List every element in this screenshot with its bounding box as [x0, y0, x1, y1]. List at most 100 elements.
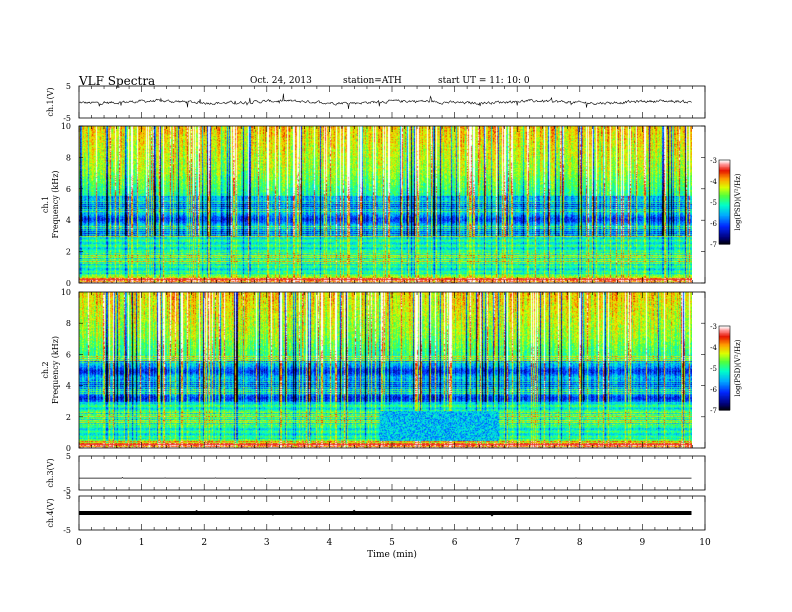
colorbar-tick-label: -3 [710, 323, 717, 331]
y-tick-label: 10 [61, 288, 71, 297]
colorbar-cell [719, 186, 730, 189]
colorbar-cell [719, 232, 730, 235]
x-tick-label: 0 [76, 538, 82, 548]
colorbar-cell [719, 368, 730, 370]
colorbar-tick-label: -6 [710, 386, 717, 394]
colorbar-cell [719, 192, 730, 195]
colorbar-cell [719, 376, 730, 379]
colorbar-cell [719, 199, 730, 202]
x-axis-label: Time (min) [367, 549, 417, 560]
colorbar-cell [719, 384, 730, 387]
colorbar-cell [719, 211, 730, 214]
colorbar-cell [719, 389, 730, 391]
ch3-waveform-ylabel: ch.3(V) [46, 458, 55, 487]
colorbar-cell [719, 214, 730, 217]
colorbar-cell [719, 224, 730, 227]
colorbar-cell [719, 196, 730, 199]
colorbar-cell [719, 234, 730, 237]
x-tick-label: 8 [577, 538, 583, 548]
colorbar-cell [719, 365, 730, 368]
x-tick-label: 7 [514, 538, 520, 548]
colorbar-cell [719, 337, 730, 340]
colorbar-cell [719, 217, 730, 220]
colorbar-cell [719, 206, 730, 209]
colorbar-cell [719, 171, 730, 174]
colorbar-cell [719, 377, 730, 380]
ch2-frequency-ylabel: Frequency (kHz) [51, 336, 60, 404]
colorbar-cell [719, 210, 730, 213]
colorbar-cell [719, 167, 730, 169]
colorbar-cell [719, 239, 730, 242]
colorbar-cell [719, 183, 730, 186]
colorbar-tick-label: -3 [710, 157, 717, 165]
y-tick-label: 5 [66, 492, 71, 501]
y-tick-label: 6 [66, 185, 71, 194]
colorbar-cell [719, 242, 730, 245]
colorbar-cell [719, 164, 730, 167]
colorbar-cell [719, 237, 730, 239]
colorbar-tick-label: -5 [710, 199, 717, 207]
y-tick-label: -5 [63, 526, 71, 535]
colorbar-cell [719, 228, 730, 231]
y-tick-label: 4 [66, 382, 71, 391]
colorbar-cell [719, 331, 730, 334]
colorbar-cell [719, 408, 730, 411]
colorbar-cell [719, 349, 730, 352]
colorbar-cell [719, 185, 730, 188]
y-tick-label: -5 [63, 114, 71, 123]
colorbar-tick-label: -7 [710, 241, 717, 249]
colorbar-cell [719, 361, 730, 363]
ch4-waveform-ylabel: ch.4(V) [46, 498, 55, 527]
figure-title: VLF Spectra [79, 74, 156, 88]
y-tick-label: 0 [66, 279, 71, 288]
ch2-colorbar-frame [718, 325, 731, 411]
colorbar-cell [719, 334, 730, 337]
colorbar-cell [719, 380, 730, 383]
colorbar-cell [719, 358, 730, 361]
colorbar-cell [719, 386, 730, 389]
colorbar-cell [719, 193, 730, 196]
colorbar-cell [719, 175, 730, 178]
colorbar-cell [719, 405, 730, 408]
colorbar-cell [719, 202, 730, 204]
y-tick-label: 6 [66, 350, 71, 359]
colorbar-cell [719, 179, 730, 182]
colorbar-cell [719, 327, 730, 330]
colorbar-cell [719, 178, 730, 181]
colorbar-cell [719, 407, 730, 410]
colorbar-cell [719, 345, 730, 348]
colorbar-cell [719, 169, 730, 172]
y-tick-label: 2 [66, 248, 71, 257]
ch1-waveform-ylabel: ch.1(V) [46, 87, 55, 116]
colorbar-cell [719, 404, 730, 407]
colorbar-cell [719, 333, 730, 335]
ch2-colorbar-label: log(PSD)(V²/Hz) [734, 339, 742, 396]
colorbar-cell [719, 354, 730, 356]
x-tick-label: 4 [327, 538, 333, 548]
colorbar-cell [719, 218, 730, 221]
colorbar-cell [719, 182, 730, 185]
colorbar-cell [719, 390, 730, 393]
colorbar-cell [719, 348, 730, 351]
x-tick-label: 6 [452, 538, 458, 548]
colorbar-cell [719, 369, 730, 372]
colorbar-cell [719, 396, 730, 398]
colorbar-cell [719, 162, 730, 165]
ch1-colorbar-label: log(PSD)(V²/Hz) [734, 173, 742, 230]
colorbar-cell [719, 342, 730, 345]
y-tick-label: 0 [66, 444, 71, 453]
y-tick-label: 5 [66, 452, 71, 461]
y-tick-label: 5 [66, 82, 71, 91]
colorbar-cell [719, 366, 730, 369]
ch4-waveform-line [79, 509, 692, 517]
ch1-frequency-ylabel: Frequency (kHz) [51, 170, 60, 238]
colorbar-cell [719, 373, 730, 376]
colorbar-cell [719, 223, 730, 225]
colorbar-cell [719, 397, 730, 400]
ch2-frequency-ylabel: ch.2 [41, 361, 50, 378]
colorbar-cell [719, 326, 730, 328]
colorbar-cell [719, 363, 730, 366]
ch1-spectrogram-image [79, 126, 692, 283]
station-label: station=ATH [343, 76, 402, 86]
colorbar-cell [719, 188, 730, 190]
